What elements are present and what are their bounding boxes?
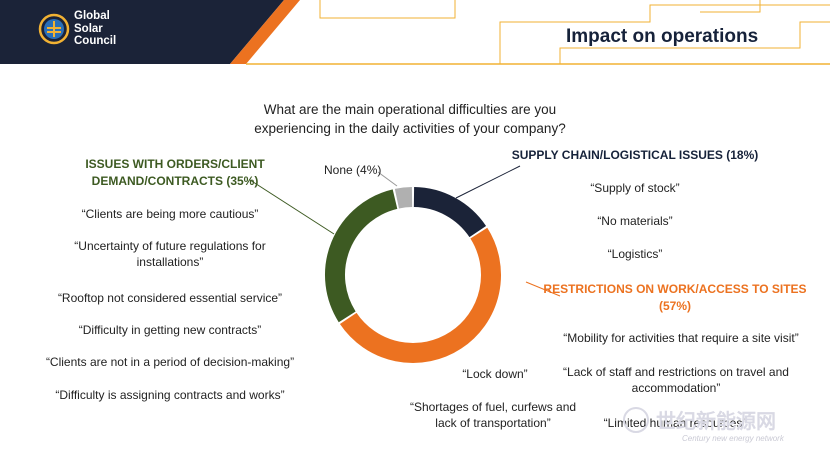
logo: Global Solar Council <box>38 10 116 48</box>
survey-question: What are the main operational difficulti… <box>254 102 566 136</box>
header-circuit-line <box>499 4 830 64</box>
orders-quote: “Clients are being more cautious” <box>81 207 259 221</box>
supply-quote: “Logistics” <box>607 247 663 261</box>
supply-quote: “Supply of stock” <box>590 181 680 195</box>
restrictions-quote: “Limited human resources” <box>603 416 747 430</box>
watermark: 世纪新能源网 <box>623 407 776 433</box>
leader-line-none <box>377 171 398 187</box>
donut-slice <box>325 189 398 323</box>
watermark-flame-icon <box>623 407 649 433</box>
logo-text: Global Solar Council <box>74 10 116 48</box>
donut-slice <box>339 227 501 363</box>
restrictions-quote: “Mobility for activities that require a … <box>563 331 799 345</box>
logo-line: Global <box>74 10 110 22</box>
watermark-subtext: Century new energy network <box>682 434 784 443</box>
supply-category-title: SUPPLY CHAIN/LOGISTICAL ISSUES (18%) <box>511 148 759 162</box>
leader-line-supply <box>455 165 521 199</box>
donut-slice <box>394 187 413 209</box>
restrictions-quote: “Lock down” <box>462 367 528 381</box>
restrictions-category-title: RESTRICTIONS ON WORK/ACCESS TO SITES (57… <box>540 281 810 315</box>
orders-quote: “Difficulty is assigning contracts and w… <box>55 388 285 402</box>
restrictions-title-line: RESTRICTIONS ON WORK/ACCESS TO SITES <box>543 282 807 296</box>
restrictions-quote: “Lack of staff and restrictions on trave… <box>563 365 789 395</box>
orders-title-line: ISSUES WITH ORDERS/CLIENT <box>85 157 265 171</box>
leader-line-restrictions <box>525 281 561 297</box>
sun-logo-icon <box>38 13 70 44</box>
orders-quote: “Uncertainty of future regulations for i… <box>74 239 266 269</box>
header-circuit-line <box>700 0 761 13</box>
header-orange-stripe <box>230 0 300 64</box>
logo-line: Council <box>74 35 117 47</box>
header-dark-panel <box>0 0 284 64</box>
orders-category-title: ISSUES WITH ORDERS/CLIENT DEMAND/CONTRAC… <box>60 156 290 190</box>
restrictions-quote: “Shortages of fuel, curfews and lack of … <box>409 400 577 430</box>
orders-quote: “Rooftop not considered essential servic… <box>57 291 283 305</box>
none-label: None (4%) <box>324 163 382 177</box>
logo-line: Solar <box>74 22 103 35</box>
orders-quote: “Difficulty in getting new contracts” <box>78 323 262 337</box>
orders-quote: “Clients are not in a period of decision… <box>45 355 295 369</box>
header-circuit-line <box>559 21 830 64</box>
page-title: Impact on operations <box>566 26 759 47</box>
supply-quote: “No materials” <box>597 214 673 228</box>
donut-slice <box>413 187 487 238</box>
orders-title-line: DEMAND/CONTRACTS (35%) <box>91 174 259 188</box>
header-background <box>0 0 830 65</box>
watermark-text: 世纪新能源网 <box>656 409 776 433</box>
restrictions-title-line: (57%) <box>658 299 691 313</box>
header-circuit-line <box>319 0 456 19</box>
leader-line-orders <box>249 179 335 235</box>
